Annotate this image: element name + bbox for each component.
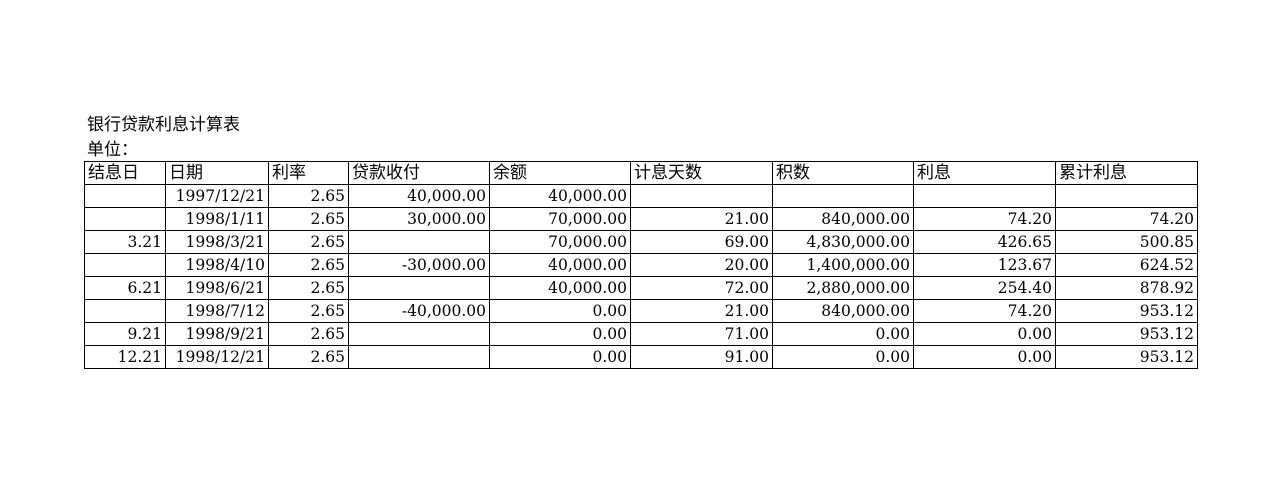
cell-interest[interactable]: 74.20: [913, 207, 1056, 231]
cell-interest[interactable]: 0.00: [913, 345, 1056, 369]
table-row: 1998/1/11 2.65 30,000.00 70,000.00 21.00…: [84, 207, 1198, 231]
cell-cumulative-interest[interactable]: [1055, 184, 1198, 208]
cell-interest[interactable]: 123.67: [913, 253, 1056, 277]
col-header-product[interactable]: 积数: [772, 161, 914, 185]
cell-cumulative-interest[interactable]: 953.12: [1055, 345, 1198, 369]
cell-balance[interactable]: 70,000.00: [489, 207, 631, 231]
cell-product[interactable]: 840,000.00: [772, 299, 914, 323]
cell-balance[interactable]: 40,000.00: [489, 253, 631, 277]
table-row: 1998/7/12 2.65 -40,000.00 0.00 21.00 840…: [84, 299, 1198, 323]
cell-rate[interactable]: 2.65: [268, 322, 349, 346]
cell-interest-days[interactable]: 21.00: [630, 207, 773, 231]
cell-settlement-day[interactable]: [84, 299, 166, 323]
table-row: 6.21 1998/6/21 2.65 40,000.00 72.00 2,88…: [84, 276, 1198, 300]
cell-loan-payment[interactable]: [348, 345, 490, 369]
cell-loan-payment[interactable]: 40,000.00: [348, 184, 490, 208]
sheet-title: 银行贷款利息计算表: [87, 115, 240, 135]
cell-loan-payment[interactable]: -30,000.00: [348, 253, 490, 277]
cell-date[interactable]: 1997/12/21: [165, 184, 269, 208]
cell-cumulative-interest[interactable]: 953.12: [1055, 299, 1198, 323]
cell-date[interactable]: 1998/7/12: [165, 299, 269, 323]
cell-balance[interactable]: 70,000.00: [489, 230, 631, 254]
table-row: 1997/12/21 2.65 40,000.00 40,000.00: [84, 184, 1198, 208]
cell-product[interactable]: 0.00: [772, 322, 914, 346]
cell-product[interactable]: 4,830,000.00: [772, 230, 914, 254]
cell-balance[interactable]: 40,000.00: [489, 276, 631, 300]
loan-interest-table: 结息日 日期 利率 贷款收付 余额 计息天数 积数 利息 累计利息 1997/1…: [84, 161, 1198, 369]
cell-interest-days[interactable]: 72.00: [630, 276, 773, 300]
col-header-interest[interactable]: 利息: [913, 161, 1056, 185]
cell-loan-payment[interactable]: [348, 322, 490, 346]
cell-product[interactable]: [772, 184, 914, 208]
cell-rate[interactable]: 2.65: [268, 184, 349, 208]
cell-rate[interactable]: 2.65: [268, 299, 349, 323]
cell-settlement-day[interactable]: [84, 253, 166, 277]
cell-cumulative-interest[interactable]: 624.52: [1055, 253, 1198, 277]
cell-rate[interactable]: 2.65: [268, 207, 349, 231]
cell-settlement-day[interactable]: 9.21: [84, 322, 166, 346]
table-row: 3.21 1998/3/21 2.65 70,000.00 69.00 4,83…: [84, 230, 1198, 254]
cell-loan-payment[interactable]: [348, 276, 490, 300]
cell-product[interactable]: 2,880,000.00: [772, 276, 914, 300]
cell-rate[interactable]: 2.65: [268, 230, 349, 254]
cell-rate[interactable]: 2.65: [268, 345, 349, 369]
cell-interest[interactable]: 426.65: [913, 230, 1056, 254]
cell-settlement-day[interactable]: [84, 184, 166, 208]
cell-cumulative-interest[interactable]: 500.85: [1055, 230, 1198, 254]
col-header-cumulative-interest[interactable]: 累计利息: [1055, 161, 1198, 185]
col-header-interest-days[interactable]: 计息天数: [630, 161, 773, 185]
cell-product[interactable]: 1,400,000.00: [772, 253, 914, 277]
cell-interest-days[interactable]: 91.00: [630, 345, 773, 369]
cell-rate[interactable]: 2.65: [268, 253, 349, 277]
table-row: 12.21 1998/12/21 2.65 0.00 91.00 0.00 0.…: [84, 345, 1198, 369]
table-row: 9.21 1998/9/21 2.65 0.00 71.00 0.00 0.00…: [84, 322, 1198, 346]
cell-interest-days[interactable]: 21.00: [630, 299, 773, 323]
cell-settlement-day[interactable]: 3.21: [84, 230, 166, 254]
cell-date[interactable]: 1998/12/21: [165, 345, 269, 369]
cell-date[interactable]: 1998/6/21: [165, 276, 269, 300]
cell-balance[interactable]: 0.00: [489, 345, 631, 369]
unit-label: 单位：: [87, 140, 138, 160]
cell-loan-payment[interactable]: 30,000.00: [348, 207, 490, 231]
cell-balance[interactable]: 0.00: [489, 322, 631, 346]
header-row: 结息日 日期 利率 贷款收付 余额 计息天数 积数 利息 累计利息: [84, 161, 1198, 185]
cell-cumulative-interest[interactable]: 953.12: [1055, 322, 1198, 346]
cell-product[interactable]: 840,000.00: [772, 207, 914, 231]
cell-interest[interactable]: 254.40: [913, 276, 1056, 300]
col-header-balance[interactable]: 余额: [489, 161, 631, 185]
col-header-date[interactable]: 日期: [165, 161, 269, 185]
cell-rate[interactable]: 2.65: [268, 276, 349, 300]
cell-interest-days[interactable]: 20.00: [630, 253, 773, 277]
cell-date[interactable]: 1998/4/10: [165, 253, 269, 277]
cell-loan-payment[interactable]: -40,000.00: [348, 299, 490, 323]
cell-interest[interactable]: 74.20: [913, 299, 1056, 323]
cell-interest[interactable]: [913, 184, 1056, 208]
table-row: 1998/4/10 2.65 -30,000.00 40,000.00 20.0…: [84, 253, 1198, 277]
cell-settlement-day[interactable]: 6.21: [84, 276, 166, 300]
cell-date[interactable]: 1998/1/11: [165, 207, 269, 231]
cell-product[interactable]: 0.00: [772, 345, 914, 369]
cell-cumulative-interest[interactable]: 878.92: [1055, 276, 1198, 300]
cell-settlement-day[interactable]: 12.21: [84, 345, 166, 369]
cell-interest-days[interactable]: [630, 184, 773, 208]
cell-balance[interactable]: 0.00: [489, 299, 631, 323]
col-header-settlement-day[interactable]: 结息日: [84, 161, 166, 185]
cell-interest[interactable]: 0.00: [913, 322, 1056, 346]
cell-balance[interactable]: 40,000.00: [489, 184, 631, 208]
cell-date[interactable]: 1998/9/21: [165, 322, 269, 346]
cell-cumulative-interest[interactable]: 74.20: [1055, 207, 1198, 231]
cell-interest-days[interactable]: 71.00: [630, 322, 773, 346]
cell-interest-days[interactable]: 69.00: [630, 230, 773, 254]
cell-date[interactable]: 1998/3/21: [165, 230, 269, 254]
col-header-loan-payment[interactable]: 贷款收付: [348, 161, 490, 185]
cell-loan-payment[interactable]: [348, 230, 490, 254]
col-header-rate[interactable]: 利率: [268, 161, 349, 185]
cell-settlement-day[interactable]: [84, 207, 166, 231]
